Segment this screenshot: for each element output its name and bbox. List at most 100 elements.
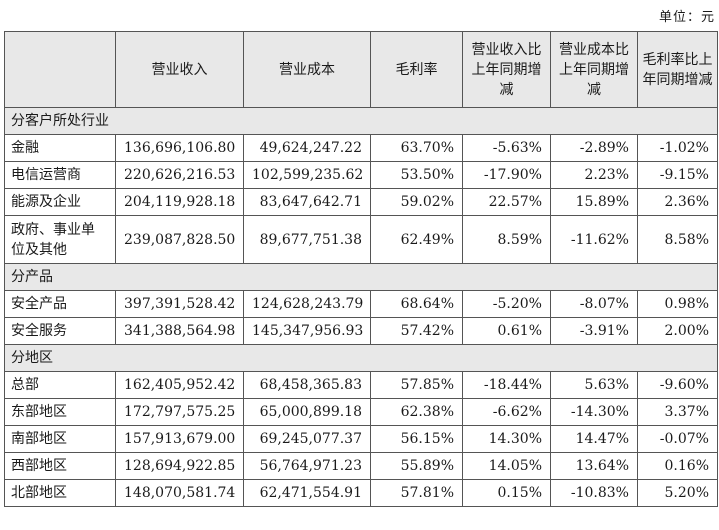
table-cell: 220,626,216.53 [115, 161, 244, 189]
table-cell: -8.07% [550, 290, 638, 318]
table-cell: 14.05% [462, 452, 551, 480]
table-cell: 15.89% [550, 188, 638, 216]
table-cell: -18.44% [462, 371, 551, 399]
table-cell: 59.02% [370, 188, 463, 216]
table-cell: 57.85% [370, 371, 463, 399]
table-cell: 239,087,828.50 [115, 215, 244, 264]
revenue-table: 营业收入 营业成本 毛利率 营业收入比上年同期增减 营业成本比上年同期增减 毛利… [4, 31, 718, 507]
unit-label: 单位：元 [658, 10, 715, 25]
table-cell: 57.81% [370, 479, 463, 507]
table-cell: -14.30% [550, 398, 638, 426]
header-cell-margin-change: 毛利率比上年同期增减 [637, 31, 718, 108]
row-label: 能源及企业 [4, 188, 116, 216]
table-row: 北部地区 148,070,581.74 62,471,554.91 57.81% 0.1… [4, 479, 718, 507]
table-cell: 63.70% [370, 134, 463, 162]
table-cell: -9.60% [637, 371, 718, 399]
row-label: 安全服务 [4, 317, 116, 345]
table-cell: 68.64% [370, 290, 463, 318]
table-cell: 49,624,247.22 [243, 134, 371, 162]
table-cell: 0.16% [637, 452, 718, 480]
table-cell: 14.47% [550, 425, 638, 453]
table-cell: 0.98% [637, 290, 718, 318]
row-label: 电信运营商 [4, 161, 116, 189]
header-cell-revenue-change: 营业收入比上年同期增减 [462, 31, 551, 108]
table-cell: 56.15% [370, 425, 463, 453]
section-row: 分客户所处行业 [4, 107, 718, 135]
table-cell: 56,764,971.23 [243, 452, 371, 480]
row-label: 北部地区 [4, 479, 116, 507]
table-cell: 53.50% [370, 161, 463, 189]
table-cell: -6.62% [462, 398, 551, 426]
table-row: 西部地区 128,694,922.85 56,764,971.23 55.89% 14.… [4, 452, 718, 480]
table-cell: -1.02% [637, 134, 718, 162]
table-cell: 124,628,243.79 [243, 290, 371, 318]
header-cell-cost: 营业成本 [243, 31, 371, 108]
table-cell: 148,070,581.74 [115, 479, 244, 507]
header-cell-blank [4, 31, 116, 108]
header-cell-cost-change: 营业成本比上年同期增减 [550, 31, 638, 108]
row-label: 南部地区 [4, 425, 116, 453]
table-cell: 0.61% [462, 317, 551, 345]
table-cell: 62,471,554.91 [243, 479, 371, 507]
table-cell: 83,647,642.71 [243, 188, 371, 216]
table-cell: 0.15% [462, 479, 551, 507]
section-title: 分地区 [4, 344, 718, 372]
table-cell: 128,694,922.85 [115, 452, 244, 480]
table-cell: 136,696,106.80 [115, 134, 244, 162]
table-row: 能源及企业 204,119,928.18 83,647,642.71 59.02% 22… [4, 188, 718, 216]
table-cell: 62.49% [370, 215, 463, 264]
table-cell: 8.58% [637, 215, 718, 264]
table-cell: 13.64% [550, 452, 638, 480]
table-cell: -5.20% [462, 290, 551, 318]
table-cell: 172,797,575.25 [115, 398, 244, 426]
table-row: 金融 136,696,106.80 49,624,247.22 63.70% -5.63… [4, 134, 718, 162]
table-cell: 2.23% [550, 161, 638, 189]
section-title: 分客户所处行业 [4, 107, 718, 135]
table-cell: 5.63% [550, 371, 638, 399]
row-label: 总部 [4, 371, 116, 399]
table-cell: 162,405,952.42 [115, 371, 244, 399]
table-cell: 22.57% [462, 188, 551, 216]
table-cell: 65,000,899.18 [243, 398, 371, 426]
table-cell: 57.42% [370, 317, 463, 345]
table-row: 东部地区 172,797,575.25 65,000,899.18 62.38% -6.… [4, 398, 718, 426]
section-title: 分产品 [4, 263, 718, 291]
table-row: 南部地区 157,913,679.00 69,245,077.37 56.15% 14.… [4, 425, 718, 453]
table-cell: 62.38% [370, 398, 463, 426]
table-cell: -0.07% [637, 425, 718, 453]
header-cell-revenue: 营业收入 [115, 31, 244, 108]
table-cell: 2.00% [637, 317, 718, 345]
section-row: 分地区 [4, 344, 718, 372]
header-row: 营业收入 营业成本 毛利率 营业收入比上年同期增减 营业成本比上年同期增减 毛利… [4, 31, 718, 108]
table-cell: 3.37% [637, 398, 718, 426]
table-cell: 89,677,751.38 [243, 215, 371, 264]
table-row: 政府、事业单位及其他 239,087,828.50 89,677,751.38 62.… [4, 215, 718, 264]
table-cell: 68,458,365.83 [243, 371, 371, 399]
table-cell: 14.30% [462, 425, 551, 453]
row-label: 金融 [4, 134, 116, 162]
table-cell: 204,119,928.18 [115, 188, 244, 216]
table-cell: 8.59% [462, 215, 551, 264]
table-cell: -3.91% [550, 317, 638, 345]
table-cell: 341,388,564.98 [115, 317, 244, 345]
table-cell: 2.36% [637, 188, 718, 216]
table-cell: 145,347,956.93 [243, 317, 371, 345]
table-row: 安全产品 397,391,528.42 124,628,243.79 68.64% -5… [4, 290, 718, 318]
table-cell: 102,599,235.62 [243, 161, 371, 189]
header-cell-margin: 毛利率 [370, 31, 463, 108]
table-cell: 69,245,077.37 [243, 425, 371, 453]
row-label: 西部地区 [4, 452, 116, 480]
table-cell: -10.83% [550, 479, 638, 507]
table-cell: 157,913,679.00 [115, 425, 244, 453]
table-cell: 397,391,528.42 [115, 290, 244, 318]
row-label: 安全产品 [4, 290, 116, 318]
table-cell: -17.90% [462, 161, 551, 189]
table-row: 安全服务 341,388,564.98 145,347,956.93 57.42% 0.… [4, 317, 718, 345]
section-row: 分产品 [4, 263, 718, 291]
table-cell: -9.15% [637, 161, 718, 189]
table-cell: -5.63% [462, 134, 551, 162]
table-cell: 55.89% [370, 452, 463, 480]
table-row: 电信运营商 220,626,216.53 102,599,235.62 53.50% -… [4, 161, 718, 189]
table-row: 总部 162,405,952.42 68,458,365.83 57.85% -18.4… [4, 371, 718, 399]
row-label: 政府、事业单位及其他 [4, 215, 116, 264]
